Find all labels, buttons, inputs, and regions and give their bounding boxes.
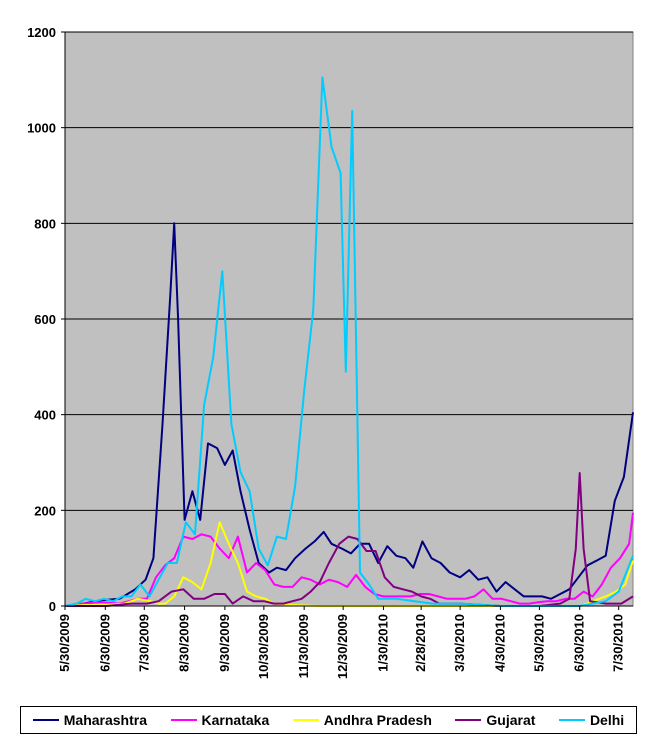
y-tick-label: 1200 bbox=[27, 25, 56, 40]
series-line-gujarat bbox=[65, 472, 634, 607]
y-tick-label: 600 bbox=[34, 312, 56, 327]
x-tick-label: 5/30/2009 bbox=[57, 614, 72, 672]
legend-item: Andhra Pradesh bbox=[292, 712, 432, 728]
legend-swatch bbox=[558, 719, 585, 721]
y-tick-label: 200 bbox=[34, 503, 56, 518]
x-tick-label: 6/30/2010 bbox=[572, 614, 587, 672]
x-tick-label: 6/30/2009 bbox=[97, 614, 112, 672]
x-tick-label: 2/28/2010 bbox=[413, 614, 428, 672]
legend-swatch bbox=[292, 719, 319, 721]
legend-item: Delhi bbox=[558, 712, 625, 728]
legend-label: Karnataka bbox=[201, 712, 270, 728]
x-tick-label: 1/30/2010 bbox=[375, 614, 390, 672]
x-tick-label: 12/30/2009 bbox=[335, 614, 350, 679]
series-layer bbox=[64, 76, 634, 607]
legend-label: Delhi bbox=[589, 712, 625, 728]
y-tick-label: 1000 bbox=[27, 121, 56, 136]
x-tick-label: 4/30/2010 bbox=[492, 614, 507, 672]
y-tick-label: 400 bbox=[34, 408, 56, 423]
x-tick-label: 7/30/2009 bbox=[136, 614, 151, 672]
y-axis-ticks: 0 200 400 600 800 1000 1200 bbox=[27, 25, 65, 614]
x-tick-label: 10/30/2009 bbox=[256, 614, 271, 679]
series-line-delhi bbox=[64, 76, 634, 607]
legend-item: Maharashtra bbox=[32, 712, 148, 728]
x-tick-label: 8/30/2009 bbox=[177, 614, 192, 672]
legend: Maharashtra Karnataka Andhra Pradesh Gujara… bbox=[20, 706, 637, 734]
x-axis-ticks: 5/30/2009 6/30/2009 7/30/2009 8/30/2009 9/30… bbox=[57, 606, 626, 679]
legend-label: Maharashtra bbox=[63, 712, 148, 728]
x-tick-label: 9/30/2009 bbox=[217, 614, 232, 672]
legend-swatch bbox=[32, 719, 59, 721]
series-line-maharashtra bbox=[64, 222, 634, 607]
legend-swatch bbox=[455, 719, 482, 721]
x-tick-label: 7/30/2010 bbox=[611, 614, 626, 672]
x-tick-label: 5/30/2010 bbox=[531, 614, 546, 672]
gridlines bbox=[65, 31, 633, 511]
legend-item: Karnataka bbox=[170, 712, 270, 728]
legend-swatch bbox=[170, 719, 197, 721]
legend-label: Andhra Pradesh bbox=[323, 712, 432, 728]
legend-label: Gujarat bbox=[486, 712, 536, 728]
y-tick-label: 800 bbox=[34, 216, 56, 231]
x-tick-label: 3/30/2010 bbox=[452, 614, 467, 672]
y-tick-label: 0 bbox=[49, 599, 56, 614]
x-tick-label: 11/30/2009 bbox=[296, 614, 311, 678]
series-line-karnataka bbox=[64, 512, 634, 607]
legend-item: Gujarat bbox=[455, 712, 535, 728]
